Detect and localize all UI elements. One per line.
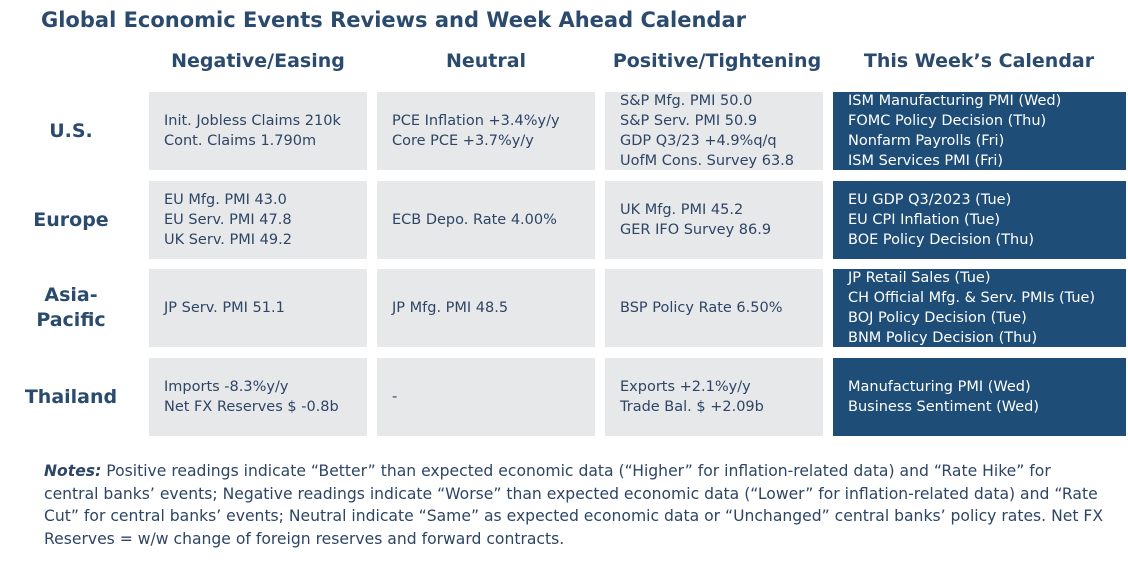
cell-us-positive: S&P Mfg. PMI 50.0 S&P Serv. PMI 50.9 GDP Q… <box>605 92 823 170</box>
cell-line: Init. Jobless Claims 210k <box>164 113 341 129</box>
cell-line: BOJ Policy Decision (Tue) <box>848 310 1027 326</box>
cell-thailand-calendar: Manufacturing PMI (Wed) Business Sentimen… <box>833 358 1126 436</box>
notes: Notes: Positive readings indicate “Bette… <box>44 460 1104 550</box>
cell-line: UK Serv. PMI 49.2 <box>164 232 292 248</box>
row-label-asia-pacific: Asia- Pacific <box>0 269 142 347</box>
cell-line: Cont. Claims 1.790m <box>164 133 317 149</box>
cell-line: Exports +2.1%y/y <box>620 379 751 395</box>
column-header-negative: Negative/Easing <box>171 50 345 72</box>
cell-line: CH Official Mfg. & Serv. PMIs (Tue) <box>848 290 1096 306</box>
cell-line: ISM Services PMI (Fri) <box>848 153 1004 169</box>
cell-line: Imports -8.3%y/y <box>164 379 289 395</box>
column-header-neutral: Neutral <box>445 50 527 72</box>
cell-line: EU Mfg. PMI 43.0 <box>164 192 287 208</box>
cell-line: BSP Policy Rate 6.50% <box>620 300 783 316</box>
row-label-line: Pacific <box>36 309 106 331</box>
cell-line: S&P Mfg. PMI 50.0 <box>620 93 753 109</box>
cell-europe-neutral: ECB Depo. Rate 4.00% <box>377 181 595 259</box>
cell-line: Business Sentiment (Wed) <box>848 399 1040 415</box>
cell-line: JP Retail Sales (Tue) <box>848 270 991 286</box>
cell-line: Manufacturing PMI (Wed) <box>848 379 1031 395</box>
cell-line: BOE Policy Decision (Thu) <box>848 232 1035 248</box>
cell-asia-pacific-negative: JP Serv. PMI 51.1 <box>149 269 367 347</box>
cell-line: Net FX Reserves $ -0.8b <box>164 399 339 415</box>
cell-line: GER IFO Survey 86.9 <box>620 222 772 238</box>
cell-line: Nonfarm Payrolls (Fri) <box>848 133 1005 149</box>
row-label-line: Asia- <box>44 284 98 306</box>
column-header-calendar: This Week’s Calendar <box>863 50 1095 72</box>
cell-line: ISM Manufacturing PMI (Wed) <box>848 93 1062 109</box>
cell-thailand-negative: Imports -8.3%y/y Net FX Reserves $ -0.8b <box>149 358 367 436</box>
cell-line: Trade Bal. $ +2.09b <box>620 399 764 415</box>
cell-line: PCE Inflation +3.4%y/y <box>392 113 560 129</box>
cell-line: EU CPI Inflation (Tue) <box>848 212 1001 228</box>
cell-line: UofM Cons. Survey 63.8 <box>620 153 794 169</box>
cell-asia-pacific-neutral: JP Mfg. PMI 48.5 <box>377 269 595 347</box>
notes-text: Positive readings indicate “Better” than… <box>44 462 1104 548</box>
page-title: Global Economic Events Reviews and Week … <box>41 8 746 32</box>
cell-europe-negative: EU Mfg. PMI 43.0 EU Serv. PMI 47.8 UK Serv… <box>149 181 367 259</box>
cell-line: JP Mfg. PMI 48.5 <box>392 300 509 316</box>
cell-line: EU GDP Q3/2023 (Tue) <box>848 192 1012 208</box>
cell-europe-positive: UK Mfg. PMI 45.2 GER IFO Survey 86.9 <box>605 181 823 259</box>
cell-thailand-positive: Exports +2.1%y/y Trade Bal. $ +2.09b <box>605 358 823 436</box>
cell-thailand-neutral: - <box>377 358 595 436</box>
row-label-europe: Europe <box>33 208 109 231</box>
cell-europe-calendar: EU GDP Q3/2023 (Tue) EU CPI Inflation (Tu… <box>833 181 1126 259</box>
cell-line: GDP Q3/23 +4.9%q/q <box>620 133 777 149</box>
cell-line: S&P Serv. PMI 50.9 <box>620 113 758 129</box>
cell-line: BNM Policy Decision (Thu) <box>848 330 1038 346</box>
cell-asia-pacific-positive: BSP Policy Rate 6.50% <box>605 269 823 347</box>
row-label-us: U.S. <box>49 119 93 142</box>
notes-label: Notes: <box>44 462 102 480</box>
row-label-thailand: Thailand <box>24 385 118 408</box>
cell-line: JP Serv. PMI 51.1 <box>164 300 285 316</box>
cell-asia-pacific-calendar: JP Retail Sales (Tue) CH Official Mfg. & … <box>833 269 1126 347</box>
cell-line: ECB Depo. Rate 4.00% <box>392 212 557 228</box>
cell-line: UK Mfg. PMI 45.2 <box>620 202 744 218</box>
cell-line: - <box>392 389 398 405</box>
cell-line: EU Serv. PMI 47.8 <box>164 212 292 228</box>
cell-us-calendar: ISM Manufacturing PMI (Wed) FOMC Policy D… <box>833 92 1126 170</box>
cell-line: Core PCE +3.7%y/y <box>392 133 534 149</box>
cell-line: FOMC Policy Decision (Thu) <box>848 113 1047 129</box>
column-header-positive: Positive/Tightening <box>612 50 822 72</box>
cell-us-neutral: PCE Inflation +3.4%y/y Core PCE +3.7%y/y <box>377 92 595 170</box>
cell-us-negative: Init. Jobless Claims 210k Cont. Claims 1.… <box>149 92 367 170</box>
